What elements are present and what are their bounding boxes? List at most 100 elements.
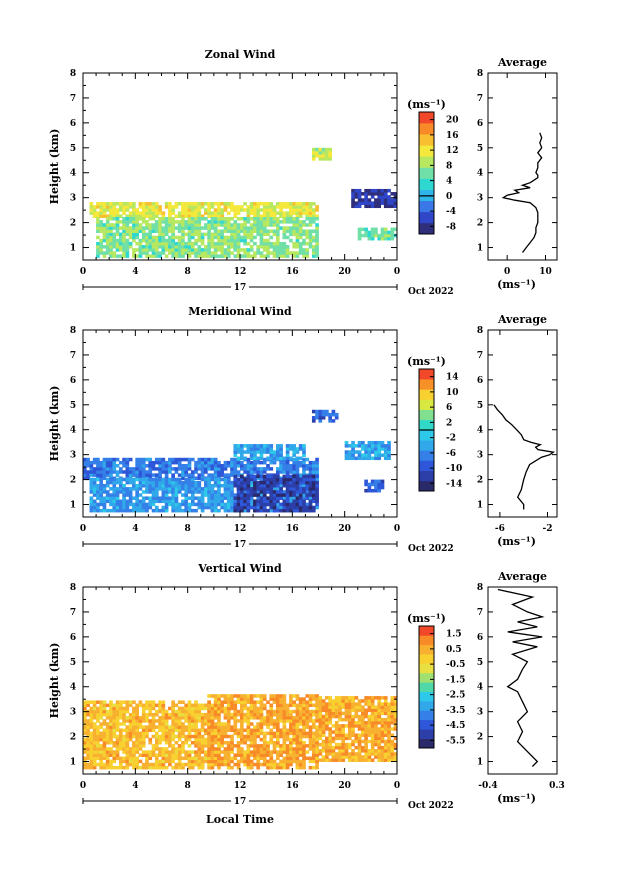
- heatmap-cell: [171, 483, 175, 488]
- heatmap-cell: [171, 756, 175, 761]
- heatmap-cell: [390, 702, 395, 706]
- heatmap-cell: [200, 216, 205, 221]
- heatmap-cell: [109, 502, 113, 507]
- heatmap-cell: [194, 762, 198, 767]
- heatmap-cell: [380, 233, 385, 238]
- heatmap-cell: [223, 759, 228, 764]
- heatmap-cell: [298, 759, 303, 764]
- heatmap-cell: [269, 750, 274, 754]
- heatmap-cell: [262, 502, 267, 507]
- heatmap-cell: [289, 229, 293, 233]
- heatmap-cell: [351, 188, 355, 193]
- heatmap-cell: [213, 223, 218, 227]
- heatmap-cell: [305, 232, 310, 237]
- heatmap-cell: [174, 235, 179, 240]
- heatmap-cell: [171, 731, 175, 736]
- heatmap-cell: [226, 202, 231, 206]
- heatmap-cell: [223, 728, 228, 733]
- heatmap-cell: [122, 248, 126, 252]
- heatmap-cell: [344, 749, 349, 753]
- heatmap-cell: [289, 444, 293, 448]
- heatmap-cell: [145, 223, 149, 227]
- heatmap-cell: [318, 711, 323, 716]
- heatmap-cell: [259, 762, 264, 767]
- heatmap-cell: [246, 496, 251, 500]
- heatmap-cell: [89, 722, 94, 726]
- heatmap-cell: [289, 747, 293, 751]
- heatmap-cell: [249, 697, 254, 701]
- heatmap-cell: [125, 251, 130, 255]
- heatmap-cell: [279, 697, 283, 701]
- profile-x-tick-label: 0: [504, 267, 510, 277]
- heatmap-cell: [302, 725, 306, 729]
- heatmap-cell: [210, 725, 215, 729]
- heatmap-cell: [171, 712, 175, 717]
- heatmap-cell: [383, 699, 388, 703]
- heatmap-cell: [125, 759, 130, 764]
- heatmap-cell: [262, 703, 267, 708]
- heatmap-cell: [213, 709, 218, 714]
- heatmap-cell: [148, 248, 153, 252]
- heatmap-cell: [262, 245, 267, 249]
- heatmap-cell: [122, 457, 126, 462]
- heatmap-cell: [331, 708, 336, 713]
- heatmap-cell: [259, 245, 264, 249]
- heatmap-cell: [367, 708, 372, 713]
- heatmap-cell: [200, 235, 205, 240]
- heatmap-cell: [230, 238, 234, 243]
- heatmap-cell: [118, 747, 123, 751]
- heatmap-cell: [92, 703, 97, 708]
- heatmap-cell: [311, 719, 316, 723]
- heatmap-cell: [249, 226, 254, 230]
- heatmap-cell: [184, 756, 189, 761]
- heatmap-cell: [200, 477, 205, 482]
- heatmap-cell: [122, 245, 126, 249]
- heatmap-cell: [145, 214, 149, 219]
- heatmap-cell: [99, 467, 104, 471]
- heatmap-cell: [243, 470, 247, 474]
- heatmap-cell: [171, 254, 175, 258]
- heatmap-cell: [295, 470, 300, 474]
- heatmap-cell: [148, 232, 153, 237]
- heatmap-cell: [223, 753, 228, 757]
- heatmap-cell: [305, 490, 310, 494]
- heatmap-cell: [383, 733, 388, 737]
- heatmap-cell: [236, 254, 241, 258]
- heatmap-cell: [217, 202, 221, 206]
- heatmap-cell: [210, 750, 215, 754]
- heatmap-cell: [226, 473, 231, 477]
- heatmap-cell: [194, 251, 198, 255]
- heatmap-cell: [181, 700, 185, 704]
- heatmap-cell: [311, 731, 316, 736]
- heatmap-cell: [295, 208, 300, 212]
- colorbar-tick-label: -14: [446, 479, 462, 489]
- heatmap-cell: [341, 705, 346, 709]
- heatmap-cell: [370, 696, 375, 700]
- heatmap-cell: [148, 470, 153, 474]
- heatmap-cell: [99, 725, 104, 729]
- heatmap-cell: [243, 490, 247, 494]
- heatmap-cell: [285, 480, 290, 485]
- heatmap-cell: [194, 737, 198, 742]
- heatmap-cell: [177, 254, 182, 258]
- heatmap-cell: [233, 208, 238, 212]
- heatmap-cell: [109, 248, 113, 252]
- heatmap-cell: [145, 756, 149, 761]
- heatmap-cell: [115, 220, 120, 224]
- heatmap-cell: [151, 725, 156, 729]
- heatmap-cell: [128, 473, 133, 477]
- heatmap-cell: [383, 705, 388, 709]
- heatmap-cell: [328, 157, 332, 161]
- heatmap-cell: [347, 705, 352, 709]
- heatmap-cell: [105, 238, 110, 243]
- heatmap-cell: [171, 734, 175, 739]
- heatmap-cell: [233, 499, 238, 504]
- heatmap-cell: [236, 483, 241, 488]
- heatmap-cell: [374, 755, 378, 759]
- heatmap-cell: [256, 487, 261, 491]
- heatmap-cell: [383, 724, 388, 728]
- heatmap-cell: [168, 725, 172, 729]
- heatmap-cell: [213, 499, 218, 504]
- x-tick-label: 8: [185, 781, 191, 791]
- heatmap-cell: [351, 717, 355, 722]
